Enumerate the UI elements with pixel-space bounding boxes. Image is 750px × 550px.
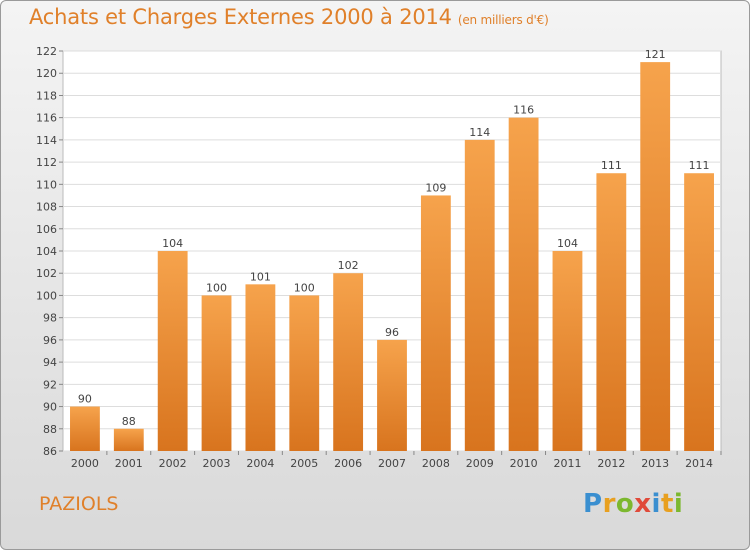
x-tick-label: 2007	[378, 457, 406, 470]
data-label: 109	[425, 181, 446, 194]
y-tick-label: 120	[36, 67, 57, 80]
data-label: 100	[206, 281, 227, 294]
y-tick-label: 118	[36, 89, 57, 102]
y-tick-label: 112	[36, 156, 57, 169]
y-tick-label: 100	[36, 289, 57, 302]
data-label: 102	[338, 259, 359, 272]
data-label: 111	[601, 159, 622, 172]
bar-2014	[684, 173, 714, 451]
x-tick-label: 2013	[641, 457, 669, 470]
bars	[70, 62, 714, 452]
y-tick-label: 92	[43, 378, 57, 391]
data-label: 104	[557, 237, 578, 250]
y-tick-label: 96	[43, 334, 57, 347]
x-tick-label: 2012	[597, 457, 625, 470]
data-label: 121	[645, 48, 666, 61]
bar-2009	[464, 139, 495, 451]
logo-letter: P	[583, 489, 603, 519]
y-tick-label: 110	[36, 178, 57, 191]
y-tick-label: 114	[36, 134, 57, 147]
bar-2010	[508, 117, 539, 452]
bar-2005	[289, 295, 320, 451]
y-tick-label: 90	[43, 401, 57, 414]
x-tick-label: 2014	[685, 457, 713, 470]
x-tick-label: 2000	[71, 457, 99, 470]
data-label: 88	[122, 415, 136, 428]
logo-letter: i	[673, 489, 684, 519]
logo-letter: i	[651, 489, 661, 519]
x-tick-label: 2010	[510, 457, 538, 470]
data-label: 96	[385, 326, 399, 339]
x-axis-ticks: 2000 2001 2002 2003 2004 2005 2006 2007 2008 2009…	[71, 451, 722, 470]
y-tick-label: 106	[36, 223, 57, 236]
x-tick-label: 2002	[159, 457, 187, 470]
bar-2013	[640, 62, 671, 451]
data-label: 111	[689, 159, 710, 172]
x-tick-label: 2001	[115, 457, 143, 470]
data-label: 104	[162, 237, 183, 250]
data-labels: 90 88 104 100 101 100 102 96 109 114 116 104 111 121 1…	[78, 48, 710, 428]
y-tick-label: 108	[36, 201, 57, 214]
data-label: 116	[513, 104, 534, 117]
x-tick-label: 2008	[422, 457, 450, 470]
y-tick-label: 122	[36, 45, 57, 58]
y-tick-label: 94	[43, 356, 57, 369]
chart-subtitle: (en milliers d'€)	[457, 13, 549, 27]
y-tick-label: 98	[43, 312, 57, 325]
data-label: 90	[78, 393, 92, 406]
chart-title: Achats et Charges Externes 2000 à 2014 (e…	[29, 5, 549, 29]
y-tick-label: 102	[36, 267, 57, 280]
place-name: PAZIOLS	[39, 493, 119, 515]
logo-letter: r	[602, 489, 616, 519]
bar-2003	[201, 295, 232, 451]
bar-2012	[596, 173, 627, 451]
data-label: 101	[250, 270, 271, 283]
bar-2007	[377, 339, 407, 451]
x-tick-label: 2003	[203, 457, 231, 470]
x-tick-label: 2004	[246, 457, 274, 470]
x-tick-label: 2005	[290, 457, 318, 470]
bar-2000	[70, 406, 100, 451]
bar-2004	[245, 284, 276, 451]
chart-title-text: Achats et Charges Externes 2000 à 2014	[29, 5, 452, 29]
y-tick-label: 104	[36, 245, 57, 258]
bar-2011	[552, 251, 583, 451]
logo-letter: t	[660, 489, 674, 519]
proxiti-logo: Proxiti	[583, 489, 683, 519]
data-label: 100	[294, 281, 315, 294]
x-tick-label: 2011	[553, 457, 581, 470]
data-label: 114	[469, 126, 490, 139]
y-axis-ticks: 86 88 90 92 94 96 98 100 102 104 106 108 110 112 114 11…	[36, 45, 63, 458]
bar-2006	[333, 273, 364, 451]
y-tick-label: 116	[36, 112, 57, 125]
logo-letter: o	[615, 489, 635, 519]
bar-2001	[113, 428, 144, 451]
logo-letter: x	[634, 489, 652, 519]
bar-2008	[420, 195, 451, 451]
y-tick-label: 88	[43, 423, 57, 436]
x-tick-label: 2006	[334, 457, 362, 470]
bar-2002	[157, 251, 188, 451]
x-tick-label: 2009	[466, 457, 494, 470]
y-tick-label: 86	[43, 445, 57, 458]
